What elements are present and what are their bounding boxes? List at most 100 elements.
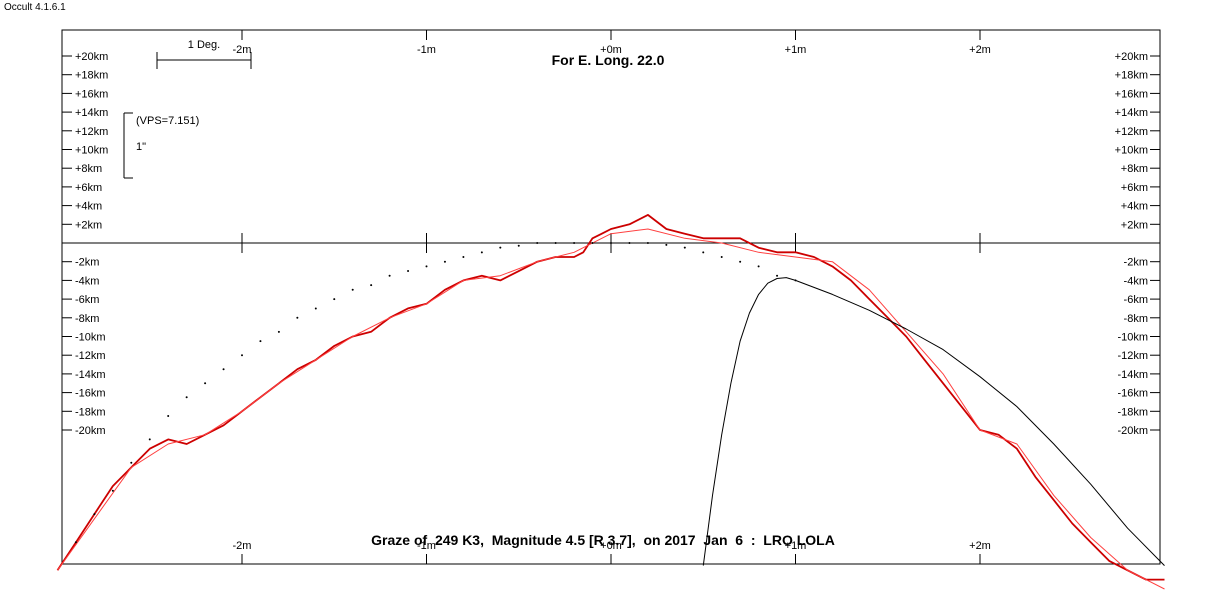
y-tick-label-right: -4km bbox=[1124, 275, 1148, 287]
y-tick-label-left: +12km bbox=[75, 126, 108, 138]
mean-limb-dot bbox=[185, 396, 188, 399]
y-tick-label-right: -16km bbox=[1117, 388, 1148, 400]
star-track-line bbox=[702, 277, 1165, 566]
plot-frame bbox=[61, 29, 1161, 565]
mean-limb-dot bbox=[111, 489, 114, 492]
y-tick-label-right: +20km bbox=[1115, 51, 1148, 63]
mean-limb-dot bbox=[222, 368, 225, 371]
scale-bar-label: 1 Deg. bbox=[188, 39, 220, 51]
y-tick-label-left: -4km bbox=[75, 275, 99, 287]
x-tick-label-bottom: -1m bbox=[417, 540, 436, 552]
y-tick-label-left: -8km bbox=[75, 313, 99, 325]
y-tick-label-left: -14km bbox=[75, 369, 106, 381]
y-tick-label-left: +8km bbox=[75, 163, 102, 175]
y-tick-label-left: -12km bbox=[75, 350, 106, 362]
y-tick-label-right: -18km bbox=[1117, 406, 1148, 418]
vps-sub-label: 1" bbox=[136, 141, 146, 153]
mean-limb-dot bbox=[259, 340, 262, 343]
mean-limb-dot bbox=[757, 265, 760, 268]
mean-limb-dot bbox=[610, 242, 612, 244]
mean-limb-dot bbox=[628, 242, 631, 244]
mean-limb-dot bbox=[720, 256, 723, 259]
mean-limb-dot bbox=[536, 242, 539, 244]
mean-limb-dot bbox=[683, 246, 686, 249]
y-tick-label-left: +4km bbox=[75, 201, 102, 213]
mean-limb-dot bbox=[462, 256, 465, 259]
mean-limb-dot bbox=[665, 243, 668, 246]
y-tick-label-left: -2km bbox=[75, 257, 99, 269]
mean-limb-dot bbox=[480, 251, 483, 254]
mean-limb-dot bbox=[93, 513, 96, 516]
mean-limb-dot bbox=[702, 251, 705, 254]
scale-bar: 1 Deg. bbox=[156, 39, 252, 69]
y-tick-label-right: +4km bbox=[1121, 201, 1148, 213]
y-tick-label-right: -8km bbox=[1124, 313, 1148, 325]
mean-limb-dot bbox=[241, 354, 243, 357]
chart-title: For E. Long. 22.0 bbox=[552, 52, 665, 68]
y-tick-label-left: -6km bbox=[75, 294, 99, 306]
mean-limb-dot bbox=[333, 298, 336, 301]
mean-limb-dot bbox=[74, 541, 77, 544]
x-tick-label-top: +1m bbox=[785, 44, 807, 56]
y-tick-label-left: +14km bbox=[75, 107, 108, 119]
y-tick-label-left: +20km bbox=[75, 51, 108, 63]
y-tick-label-left: +18km bbox=[75, 70, 108, 82]
mean-limb-dot bbox=[314, 307, 317, 310]
mean-limb-dot bbox=[443, 260, 446, 263]
y-tick-label-left: +10km bbox=[75, 145, 108, 157]
mean-limb-dot bbox=[277, 330, 280, 333]
y-tick-label-left: +16km bbox=[75, 88, 108, 100]
y-tick-label-right: +14km bbox=[1115, 107, 1148, 119]
x-tick-label-bottom: -2m bbox=[233, 540, 252, 552]
smoothed-profile-line bbox=[57, 228, 1165, 590]
y-tick-label-right: +10km bbox=[1115, 145, 1148, 157]
mean-limb-dot bbox=[517, 244, 520, 247]
mean-limb-dot bbox=[554, 242, 557, 244]
mean-limb-dot bbox=[130, 461, 133, 464]
y-tick-label-right: +18km bbox=[1115, 70, 1148, 82]
mean-limb-dot bbox=[646, 242, 649, 244]
series-layer bbox=[56, 213, 1165, 590]
y-tick-label-right: +8km bbox=[1121, 163, 1148, 175]
x-tick-label-top: +2m bbox=[969, 44, 991, 56]
x-tick-label-top: -1m bbox=[417, 44, 436, 56]
axes-layer: +20km +20km +18km +18km +16km +16km +14km +14km… bbox=[62, 30, 1160, 564]
mean-limb-dot bbox=[591, 242, 594, 244]
mean-limb-dot bbox=[739, 260, 742, 263]
y-tick-label-left: +6km bbox=[75, 182, 102, 194]
y-tick-label-left: +2km bbox=[75, 219, 102, 231]
app-title: Occult 4.1.6.1 bbox=[4, 2, 66, 13]
mean-limb-dot bbox=[167, 414, 170, 417]
mean-limb-dot bbox=[351, 288, 354, 291]
mean-limb-dot bbox=[425, 265, 428, 268]
mean-limb-dot bbox=[370, 284, 373, 287]
y-tick-label-right: -12km bbox=[1117, 350, 1148, 362]
y-tick-label-right: -6km bbox=[1124, 294, 1148, 306]
y-tick-label-left: -16km bbox=[75, 388, 106, 400]
y-tick-label-right: +2km bbox=[1121, 219, 1148, 231]
x-tick-label-top: -2m bbox=[233, 44, 252, 56]
y-tick-label-right: +6km bbox=[1121, 182, 1148, 194]
limb-profile-line bbox=[56, 213, 1165, 581]
x-tick-label-bottom: +0m bbox=[600, 540, 622, 552]
mean-limb-dot bbox=[776, 274, 779, 277]
y-tick-label-left: -20km bbox=[75, 425, 106, 437]
y-tick-label-right: +16km bbox=[1115, 88, 1148, 100]
mean-limb-dot bbox=[499, 246, 502, 249]
y-tick-label-right: +12km bbox=[1115, 126, 1148, 138]
mean-limb-dot bbox=[204, 382, 207, 385]
mean-limb-dot bbox=[148, 438, 151, 441]
chart-subtitle: Graze of 249 K3, Magnitude 4.5 [R 3.7], … bbox=[371, 532, 835, 548]
x-tick-label-bottom: +2m bbox=[969, 540, 991, 552]
y-tick-label-right: -20km bbox=[1117, 425, 1148, 437]
y-tick-label-right: -2km bbox=[1124, 257, 1148, 269]
mean-limb-dot bbox=[296, 316, 299, 319]
y-tick-label-right: -14km bbox=[1117, 369, 1148, 381]
x-tick-label-bottom: +1m bbox=[785, 540, 807, 552]
vertical-scale-bracket: (VPS=7.151) 1" bbox=[123, 112, 199, 179]
y-tick-label-right: -10km bbox=[1117, 332, 1148, 344]
mean-limb-dot bbox=[407, 270, 410, 273]
y-tick-label-left: -18km bbox=[75, 406, 106, 418]
mean-limb-dot bbox=[388, 274, 391, 277]
